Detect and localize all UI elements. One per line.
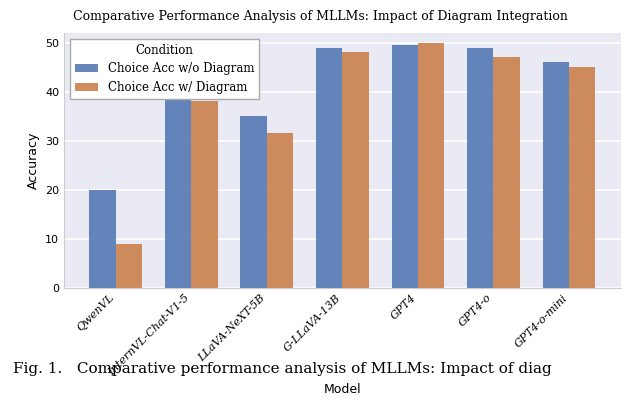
Text: Fig. 1.   Comparative performance analysis of MLLMs: Impact of diag: Fig. 1. Comparative performance analysis… (13, 362, 552, 376)
Bar (241, 116, 267, 288)
Bar (418, 43, 444, 288)
Bar (116, 244, 142, 288)
Bar (342, 53, 369, 288)
Text: Comparative Performance Analysis of MLLMs: Impact of Diagram Integration: Comparative Performance Analysis of MLLM… (72, 10, 568, 23)
Y-axis label: Accuracy: Accuracy (26, 132, 40, 189)
Bar (90, 190, 116, 288)
Bar (543, 62, 569, 288)
Bar (493, 58, 520, 288)
Bar (267, 133, 293, 288)
Legend: Choice Acc w/o Diagram, Choice Acc w/ Diagram: Choice Acc w/o Diagram, Choice Acc w/ Di… (70, 39, 259, 99)
Bar (165, 92, 191, 288)
Bar (467, 48, 493, 288)
X-axis label: Model: Model (324, 383, 361, 396)
Bar (392, 45, 418, 288)
Bar (316, 48, 342, 288)
Bar (569, 67, 595, 288)
Bar (191, 102, 218, 288)
